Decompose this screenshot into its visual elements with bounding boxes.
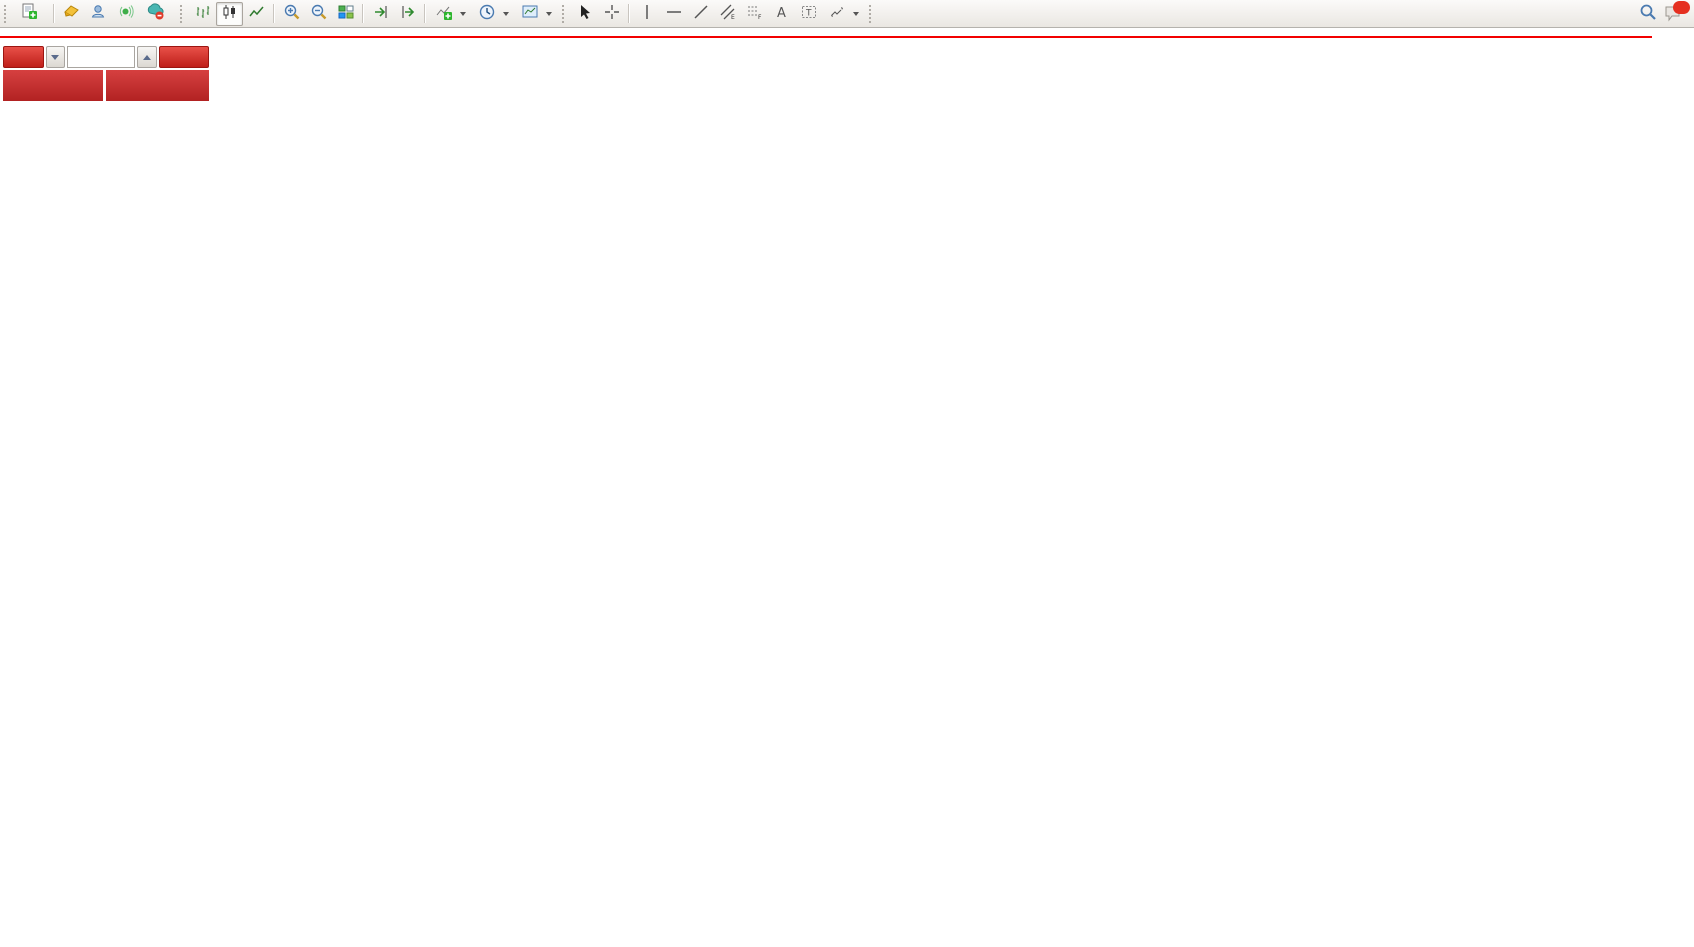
editor-button[interactable] <box>58 2 85 26</box>
search-icon[interactable] <box>1638 2 1658 26</box>
triangle-up-icon <box>142 54 151 60</box>
arrows-button[interactable] <box>822 2 865 26</box>
trendline-button[interactable] <box>687 2 714 26</box>
templates-button[interactable] <box>515 2 558 26</box>
volume-input[interactable] <box>67 46 136 68</box>
new-order-icon <box>21 3 38 24</box>
bar-chart-icon <box>194 3 212 25</box>
periods-button[interactable] <box>472 2 515 26</box>
toolbar-grip[interactable] <box>4 4 9 23</box>
zoom-out-icon <box>310 3 328 25</box>
auto-scroll-icon <box>372 3 390 25</box>
fibonacci-icon: F <box>746 3 764 25</box>
horizontal-line-button[interactable] <box>660 2 687 26</box>
zoom-in-button[interactable] <box>278 2 305 26</box>
buy-button[interactable] <box>158 46 209 68</box>
candlestick-chart-button[interactable] <box>216 1 243 26</box>
horizontal-line-icon <box>665 3 683 25</box>
community-button[interactable] <box>85 2 112 26</box>
vertical-line-icon <box>638 3 656 25</box>
separator <box>53 4 55 23</box>
notification-badge <box>1673 0 1690 14</box>
fibonacci-button[interactable]: F <box>741 2 768 26</box>
svg-text:F: F <box>758 14 762 21</box>
tile-windows-icon <box>337 3 355 25</box>
line-chart-button[interactable] <box>243 2 270 26</box>
chart-shift-icon <box>399 3 417 25</box>
toolbar-right <box>1638 0 1690 26</box>
equidistant-channel-button[interactable]: E <box>714 2 741 26</box>
one-click-trade-panel <box>3 46 209 101</box>
triangle-down-icon <box>51 54 60 60</box>
vertical-line-button[interactable] <box>633 2 660 26</box>
text-button[interactable]: A <box>768 2 795 26</box>
text-label-icon: T <box>800 3 818 25</box>
resistance-line-131692[interactable] <box>0 36 1652 38</box>
sell-button[interactable] <box>3 46 44 68</box>
toolbar-grip[interactable] <box>562 4 567 23</box>
trendline-icon <box>692 3 710 25</box>
templates-icon <box>521 3 539 25</box>
svg-text:E: E <box>731 14 735 21</box>
signals-button[interactable] <box>112 2 139 26</box>
crosshair-button[interactable] <box>598 2 625 26</box>
equidistant-channel-icon: E <box>719 3 737 25</box>
toolbar: E F A T <box>0 0 1694 28</box>
cursor-icon <box>576 3 594 25</box>
toolbar-grip[interactable] <box>869 4 874 23</box>
separator <box>362 4 364 23</box>
volume-increase-button[interactable] <box>137 46 157 68</box>
separator <box>628 4 630 23</box>
dropdown-caret-icon <box>546 11 552 16</box>
separator <box>424 4 426 23</box>
bar-chart-button[interactable] <box>189 2 216 26</box>
text-label-button[interactable]: T <box>795 2 822 26</box>
new-order-button[interactable] <box>13 2 50 26</box>
separator <box>273 4 275 23</box>
dropdown-caret-icon <box>853 11 859 16</box>
candlestick-chart-icon <box>221 3 239 25</box>
auto-scroll-button[interactable] <box>367 2 394 26</box>
editor-icon <box>63 3 80 24</box>
sell-price[interactable] <box>3 70 103 101</box>
auto-trading-icon <box>147 3 164 24</box>
community-icon <box>90 3 107 24</box>
auto-trading-button[interactable] <box>139 2 176 26</box>
buy-price[interactable] <box>105 70 209 101</box>
indicators-icon <box>435 3 453 25</box>
tile-windows-button[interactable] <box>332 2 359 26</box>
line-chart-icon <box>248 3 266 25</box>
zoom-in-icon <box>283 3 301 25</box>
crosshair-icon <box>603 3 621 25</box>
clock-icon <box>478 3 496 25</box>
notifications-button[interactable] <box>1664 0 1690 24</box>
zoom-out-button[interactable] <box>305 2 332 26</box>
arrows-icon <box>828 3 846 25</box>
text-icon: A <box>777 6 786 21</box>
signals-icon <box>117 3 134 24</box>
indicators-button[interactable] <box>429 2 472 26</box>
svg-text:T: T <box>805 8 812 18</box>
dropdown-caret-icon <box>503 11 509 16</box>
dropdown-caret-icon <box>460 11 466 16</box>
toolbar-grip[interactable] <box>180 4 185 23</box>
volume-decrease-button[interactable] <box>45 46 66 68</box>
chart-shift-button[interactable] <box>394 2 421 26</box>
cursor-button[interactable] <box>571 2 598 26</box>
